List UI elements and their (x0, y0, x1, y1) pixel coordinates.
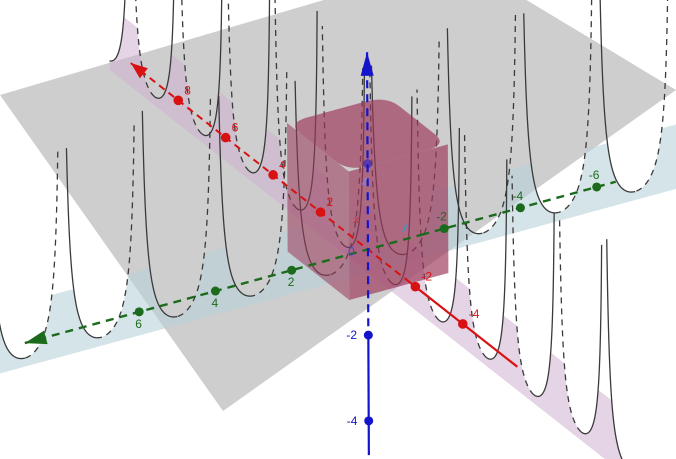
svg-text:-6: -6 (589, 168, 600, 182)
svg-text:4: 4 (211, 296, 218, 310)
svg-text:-4: -4 (469, 307, 480, 321)
svg-text:0: 0 (348, 244, 355, 258)
svg-text:-4: -4 (347, 414, 358, 428)
svg-text:4: 4 (279, 158, 286, 172)
svg-text:-2: -2 (436, 210, 447, 224)
svg-text:2: 2 (288, 275, 295, 289)
svg-text:6: 6 (135, 317, 142, 331)
svg-text:-2: -2 (346, 328, 357, 342)
svg-text:-2: -2 (421, 270, 432, 284)
svg-text:2: 2 (327, 195, 334, 209)
svg-text:z: z (361, 176, 368, 188)
svg-text:6: 6 (232, 121, 239, 135)
svg-text:8: 8 (184, 83, 191, 97)
svg-text:-4: -4 (512, 189, 523, 203)
svg-text:x: x (353, 214, 360, 226)
